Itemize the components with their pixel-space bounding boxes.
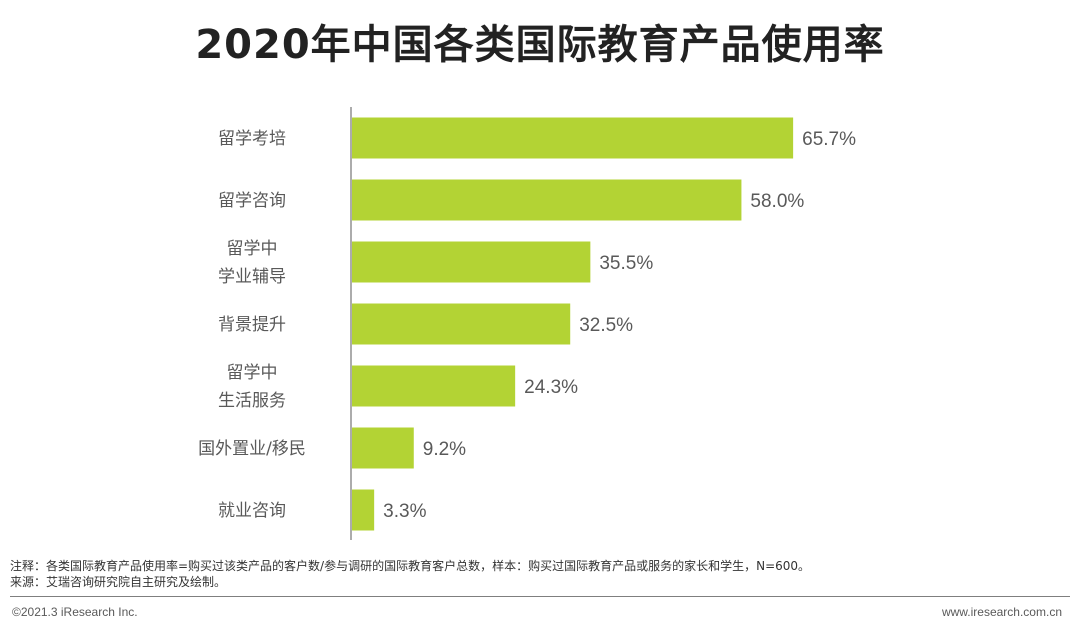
category-label-2: 留学中学业辅导: [218, 239, 286, 287]
bar-value-label-0: 65.7%: [802, 129, 856, 150]
bar-value-label-5: 9.2%: [423, 439, 466, 460]
category-label-line: 背景提升: [218, 315, 286, 335]
bar-value-label-6: 3.3%: [383, 501, 426, 522]
category-label-3: 背景提升: [218, 315, 286, 335]
bar-4: [352, 365, 516, 407]
bar-value-label-2: 35.5%: [599, 253, 653, 274]
footer-divider: [10, 596, 1070, 597]
category-label-line: 国外置业/移民: [198, 439, 306, 459]
category-label-line: 生活服务: [218, 391, 286, 411]
bar-chart: 65.7%留学考培58.0%留学咨询35.5%留学中学业辅导32.5%背景提升2…: [198, 107, 856, 540]
category-label-5: 国外置业/移民: [198, 439, 306, 459]
category-label-1: 留学咨询: [218, 191, 286, 211]
category-label-line: 留学咨询: [218, 191, 286, 211]
bar-5: [352, 427, 414, 469]
bar-3: [352, 303, 571, 345]
note-text: 注释：各类国际教育产品使用率=购买过该类产品的客户数/参与调研的国际教育客户总数…: [10, 559, 811, 573]
copyright-text: ©2021.3 iResearch Inc.: [12, 605, 138, 619]
category-label-6: 就业咨询: [218, 501, 286, 521]
chart-title: 2020年中国各类国际教育产品使用率: [195, 22, 885, 68]
bar-1: [352, 179, 742, 221]
category-label-line: 留学考培: [218, 129, 286, 149]
category-label-line: 留学中: [227, 239, 278, 259]
source-text: 来源：艾瑞咨询研究院自主研究及绘制。: [10, 575, 227, 589]
bar-6: [352, 489, 375, 531]
chart-notes: 注释：各类国际教育产品使用率=购买过该类产品的客户数/参与调研的国际教育客户总数…: [10, 558, 810, 590]
category-label-line: 就业咨询: [218, 501, 286, 521]
bar-0: [352, 117, 794, 159]
category-label-0: 留学考培: [218, 129, 286, 149]
category-label-line: 学业辅导: [218, 267, 286, 287]
category-label-4: 留学中生活服务: [218, 363, 286, 411]
bar-value-label-3: 32.5%: [579, 315, 633, 336]
bar-value-label-1: 58.0%: [750, 191, 804, 212]
bar-2: [352, 241, 591, 283]
bar-value-label-4: 24.3%: [524, 377, 578, 398]
website-text: www.iresearch.com.cn: [941, 605, 1062, 619]
category-label-line: 留学中: [227, 363, 278, 383]
